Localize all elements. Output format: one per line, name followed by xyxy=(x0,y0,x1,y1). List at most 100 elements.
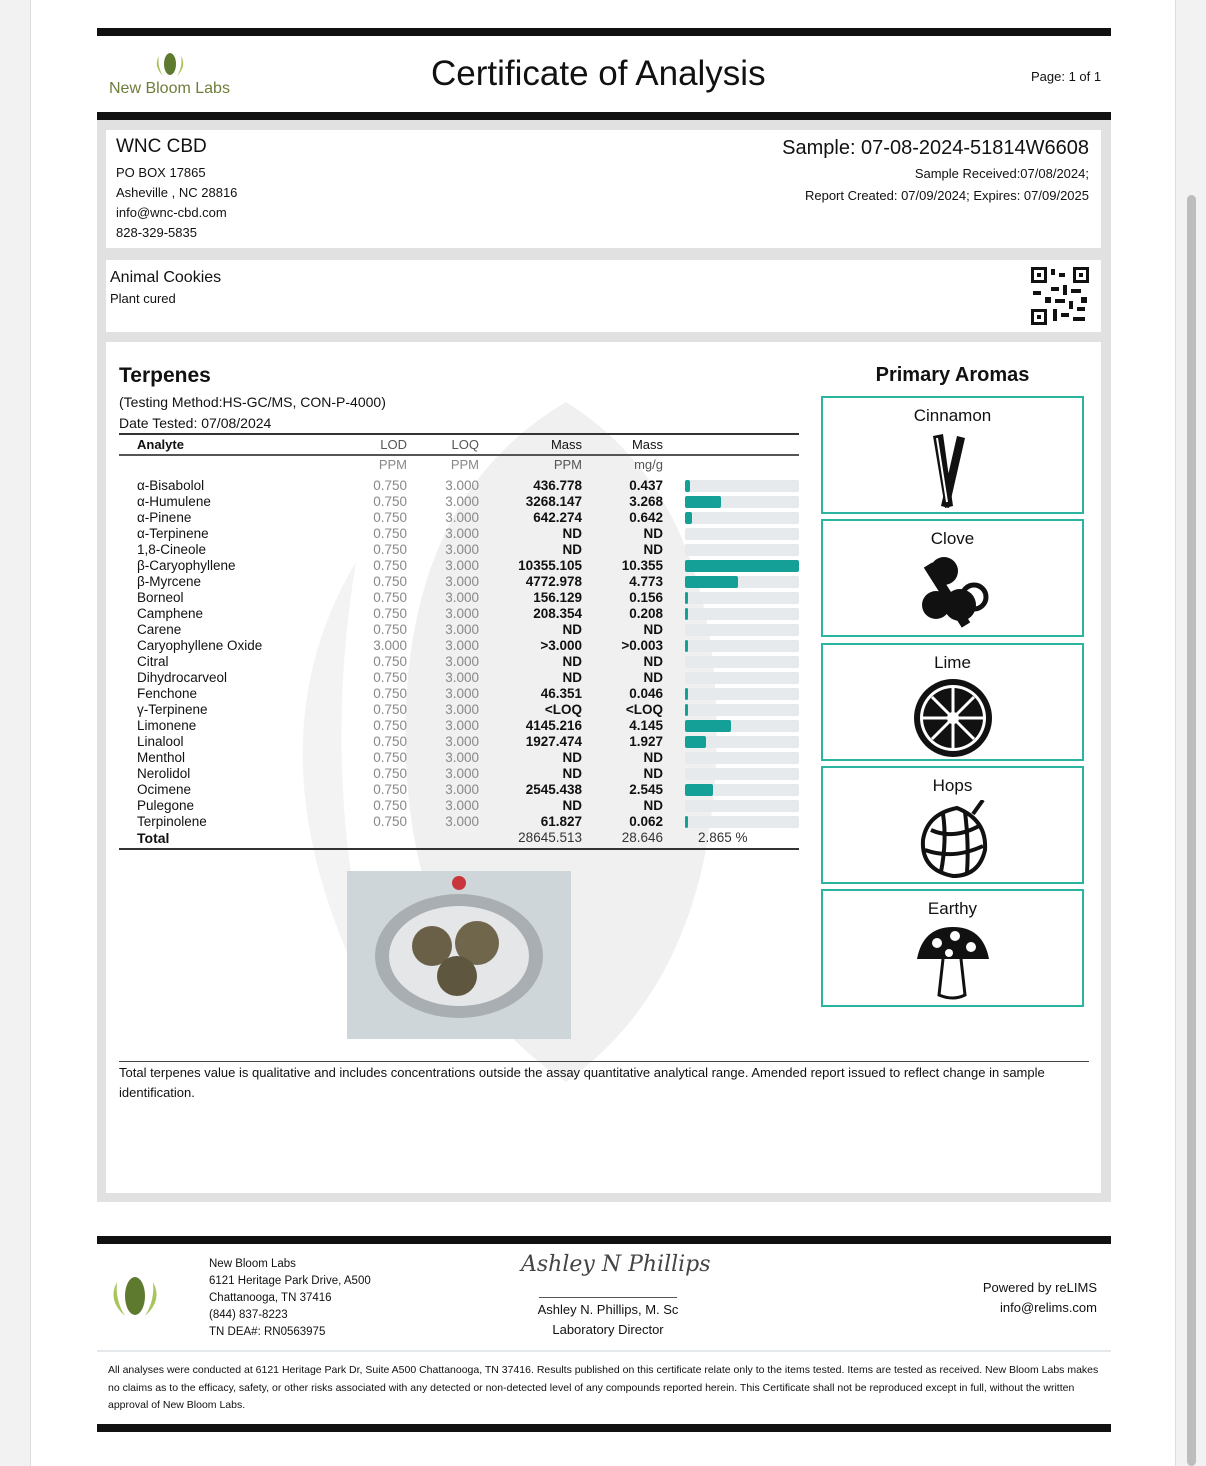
table-row: Menthol 0.750 3.000 ND ND xyxy=(119,750,799,766)
testing-method: (Testing Method:HS-GC/MS, CON-P-4000) xyxy=(119,394,386,410)
footer-lab-name: New Bloom Labs xyxy=(209,1258,296,1270)
analyte-name: α-Terpinene xyxy=(137,526,209,541)
aroma-label: Clove xyxy=(930,529,975,548)
loq-value: 3.000 xyxy=(445,702,479,717)
total-mg: 28.646 xyxy=(621,830,663,845)
client-box: WNC CBD PO BOX 17865 Asheville , NC 2881… xyxy=(106,130,1101,248)
signature: Ashley N Phillips xyxy=(521,1252,711,1277)
bar-fill xyxy=(685,592,688,604)
table-row: Ocimene 0.750 3.000 2545.438 2.545 xyxy=(119,782,799,798)
table-row: Camphene 0.750 3.000 208.354 0.208 xyxy=(119,606,799,622)
powered-by-text: Powered by reLIMS xyxy=(982,1280,1097,1295)
aroma-cinnamon: Cinnamon xyxy=(821,396,1084,514)
lod-value: 0.750 xyxy=(373,686,407,701)
lod-value: 0.750 xyxy=(373,558,407,573)
loq-value: 3.000 xyxy=(445,782,479,797)
loq-value: 3.000 xyxy=(445,510,479,525)
table-row: Dihydrocarveol 0.750 3.000 ND ND xyxy=(119,670,799,686)
header-loq: LOQ xyxy=(451,437,479,452)
footer-city: Chattanooga, TN 37416 xyxy=(209,1292,332,1304)
bar-track xyxy=(685,752,799,764)
powered-by: Powered by reLIMS info@relims.com xyxy=(983,1278,1097,1318)
bar-track xyxy=(685,768,799,780)
table-header: Analyte LOD LOQ Mass Mass xyxy=(119,437,799,453)
primary-aromas-title: Primary Aromas xyxy=(875,364,1030,386)
bar-track xyxy=(685,560,799,572)
lod-value: 0.750 xyxy=(373,814,407,829)
client-address2: Asheville , NC 28816 xyxy=(116,185,238,200)
bar-fill xyxy=(685,816,688,828)
bar-track xyxy=(685,816,799,828)
mass-ppm: 4772.978 xyxy=(525,574,582,589)
page-indicator: Page: 1 of 1 xyxy=(1031,69,1102,84)
bar-track xyxy=(685,528,799,540)
lod-value: 0.750 xyxy=(373,510,407,525)
lod-value: 3.000 xyxy=(373,638,407,653)
header-lod: LOD xyxy=(380,437,407,452)
analyte-name: β-Myrcene xyxy=(137,574,202,589)
analyte-name: γ-Terpinene xyxy=(137,702,208,717)
analyte-name: Terpinolene xyxy=(137,814,207,829)
powered-by-email[interactable]: info@relims.com xyxy=(1000,1300,1097,1315)
mass-mg: 0.437 xyxy=(629,478,663,493)
signature-line xyxy=(539,1297,677,1298)
mass-ppm: 156.129 xyxy=(533,590,582,605)
aroma-earthy: Earthy xyxy=(821,889,1084,1007)
table-row: Carene 0.750 3.000 ND ND xyxy=(119,622,799,638)
aroma-label: Hops xyxy=(932,776,973,795)
lod-value: 0.750 xyxy=(373,542,407,557)
lod-value: 0.750 xyxy=(373,670,407,685)
loq-value: 3.000 xyxy=(445,542,479,557)
loq-value: 3.000 xyxy=(445,766,479,781)
aroma-label: Cinnamon xyxy=(913,406,992,425)
loq-value: 3.000 xyxy=(445,558,479,573)
table-row: β-Myrcene 0.750 3.000 4772.978 4.773 xyxy=(119,574,799,590)
mass-mg: 4.773 xyxy=(629,574,663,589)
loq-value: 3.000 xyxy=(445,654,479,669)
new-bloom-footer-logo-icon xyxy=(113,1277,157,1316)
analyte-name: Camphene xyxy=(137,606,204,621)
loq-value: 3.000 xyxy=(445,638,479,653)
unit-lod: PPM xyxy=(378,457,407,472)
bar-track xyxy=(685,704,799,716)
header-mass-ppm: Mass xyxy=(550,437,582,452)
sample-photo xyxy=(347,871,571,1039)
bar-track xyxy=(685,544,799,556)
scrollbar[interactable] xyxy=(1187,195,1196,1466)
product-name: Animal Cookies xyxy=(110,269,222,286)
mass-ppm: 46.351 xyxy=(540,686,582,701)
mass-ppm: ND xyxy=(562,654,583,669)
bottom-rule xyxy=(97,1424,1111,1432)
table-row: Borneol 0.750 3.000 156.129 0.156 xyxy=(119,590,799,606)
mass-mg: 10.355 xyxy=(621,558,663,573)
table-row: α-Pinene 0.750 3.000 642.274 0.642 xyxy=(119,510,799,526)
mass-mg: ND xyxy=(643,670,664,685)
mass-mg: ND xyxy=(643,654,664,669)
disclaimer: All analyses were conducted at 6121 Heri… xyxy=(108,1364,1099,1411)
bar-track xyxy=(685,608,799,620)
lod-value: 0.750 xyxy=(373,526,407,541)
client-phone: 828-329-5835 xyxy=(116,225,197,240)
terpenes-note: Total terpenes value is qualitative and … xyxy=(119,1065,1045,1100)
analyte-name: Citral xyxy=(137,654,169,669)
loq-value: 3.000 xyxy=(445,718,479,733)
mass-mg: ND xyxy=(643,622,664,637)
signer-title: Laboratory Director xyxy=(552,1322,664,1337)
mass-mg: ND xyxy=(643,766,664,781)
mass-mg: >0.003 xyxy=(621,638,663,653)
mushroom-icon xyxy=(916,927,989,1000)
mass-ppm: 642.274 xyxy=(533,510,582,525)
table-row: β-Caryophyllene 0.750 3.000 10355.105 10.355 xyxy=(119,558,799,574)
terpenes-title: Terpenes xyxy=(119,364,211,387)
analyte-name: Menthol xyxy=(137,750,186,765)
analyte-name: Caryophyllene Oxide xyxy=(137,638,263,653)
table-row: α-Terpinene 0.750 3.000 ND ND xyxy=(119,526,799,542)
total-percent: 2.865 % xyxy=(698,830,748,845)
loq-value: 3.000 xyxy=(445,814,479,829)
mass-mg: 0.208 xyxy=(629,606,663,621)
qr-code-icon[interactable] xyxy=(1031,267,1089,325)
mass-mg: <LOQ xyxy=(625,702,663,717)
table-row: Pulegone 0.750 3.000 ND ND xyxy=(119,798,799,814)
table-row: Limonene 0.750 3.000 4145.216 4.145 xyxy=(119,718,799,734)
lod-value: 0.750 xyxy=(373,798,407,813)
